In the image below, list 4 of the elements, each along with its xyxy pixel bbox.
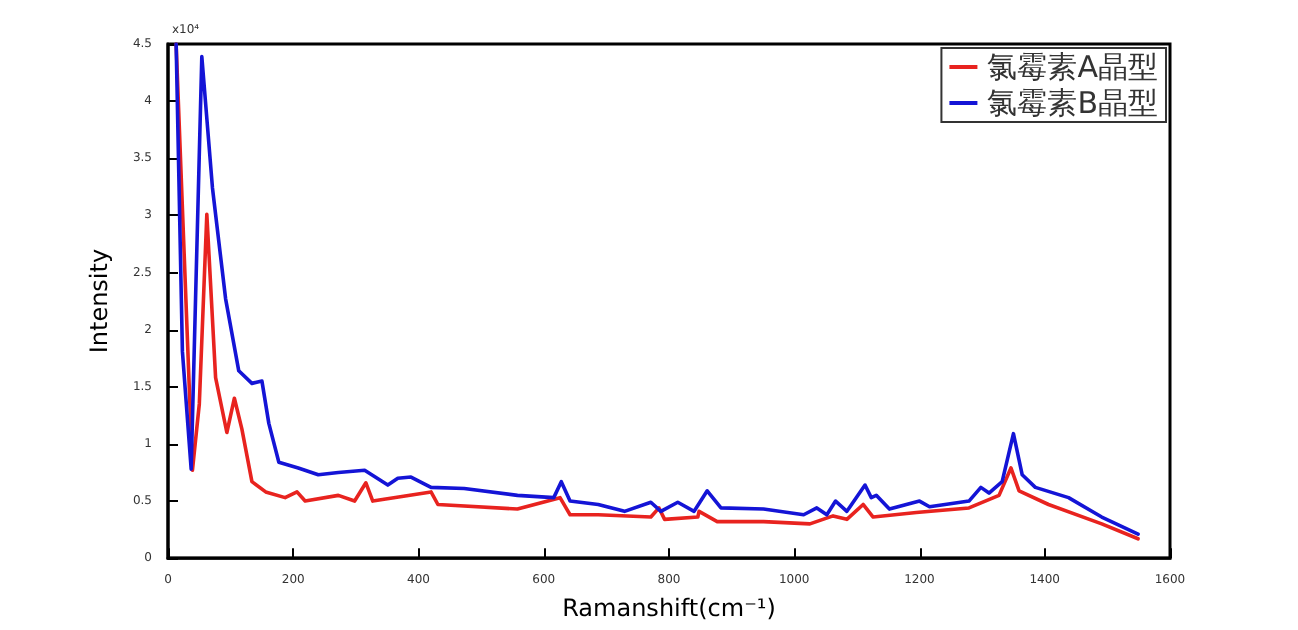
legend-label: 氯霉素B晶型 bbox=[987, 85, 1159, 121]
x-axis-title: Ramanshift(cm⁻¹) bbox=[562, 594, 776, 622]
legend-label: 氯霉素A晶型 bbox=[987, 49, 1158, 85]
y-axis-title: Intensity bbox=[85, 248, 114, 354]
